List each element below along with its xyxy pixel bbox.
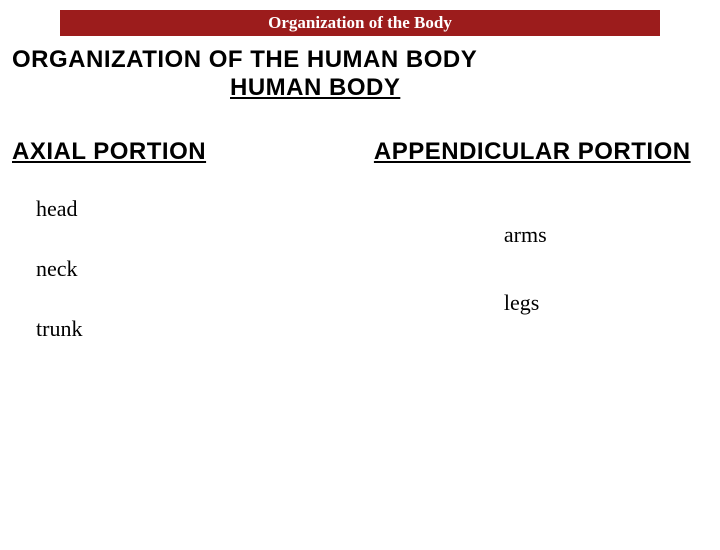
title-line1: ORGANIZATION OF THE HUMAN BODY bbox=[12, 46, 708, 74]
column-right: APPENDICULAR PORTION arms legs bbox=[374, 138, 708, 376]
list-item: neck bbox=[36, 256, 374, 282]
left-heading: AXIAL PORTION bbox=[12, 138, 374, 166]
slide-container: Organization of the Body ORGANIZATION OF… bbox=[0, 10, 720, 550]
list-item: arms bbox=[504, 222, 708, 248]
left-items: head neck trunk bbox=[36, 196, 374, 342]
column-left: AXIAL PORTION head neck trunk bbox=[12, 138, 374, 376]
title-line2: HUMAN BODY bbox=[230, 74, 708, 102]
banner-text: Organization of the Body bbox=[268, 13, 452, 32]
title-block: ORGANIZATION OF THE HUMAN BODY HUMAN BOD… bbox=[0, 46, 720, 102]
list-item: legs bbox=[504, 290, 708, 316]
list-item: trunk bbox=[36, 316, 374, 342]
list-item: head bbox=[36, 196, 374, 222]
columns: AXIAL PORTION head neck trunk APPENDICUL… bbox=[0, 138, 720, 376]
right-items: arms legs bbox=[504, 222, 708, 316]
right-heading: APPENDICULAR PORTION bbox=[374, 138, 708, 166]
banner: Organization of the Body bbox=[60, 10, 660, 36]
